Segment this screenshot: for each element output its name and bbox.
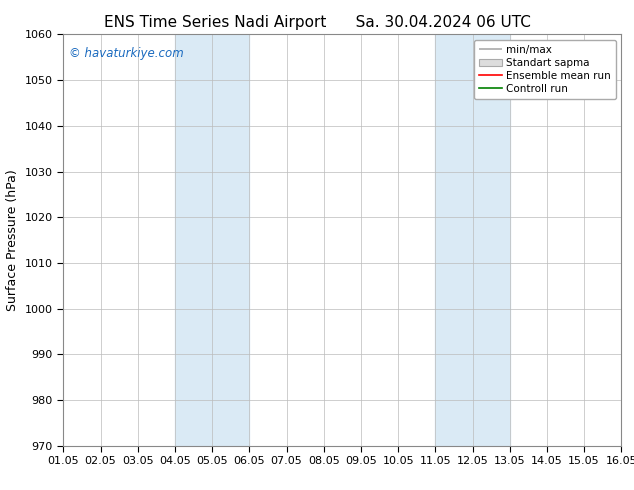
Text: ENS Time Series Nadi Airport      Sa. 30.04.2024 06 UTC: ENS Time Series Nadi Airport Sa. 30.04.2… <box>103 15 531 30</box>
Y-axis label: Surface Pressure (hPa): Surface Pressure (hPa) <box>6 169 19 311</box>
Legend: min/max, Standart sapma, Ensemble mean run, Controll run: min/max, Standart sapma, Ensemble mean r… <box>474 40 616 99</box>
Bar <box>436 34 510 446</box>
Bar <box>175 34 249 446</box>
Text: © havaturkiye.com: © havaturkiye.com <box>69 47 184 60</box>
